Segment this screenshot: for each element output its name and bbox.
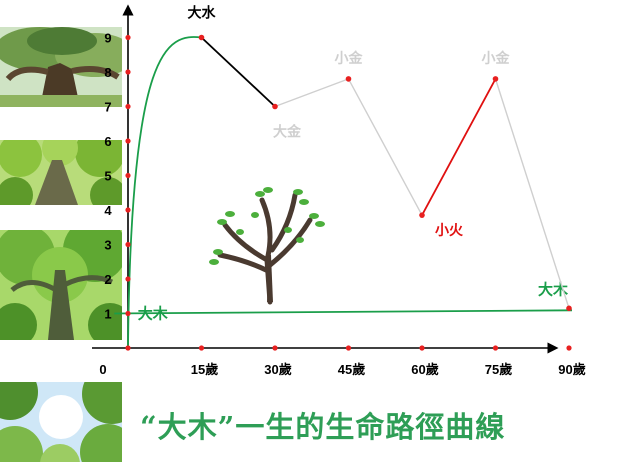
- x-axis-dot: [419, 345, 425, 351]
- life-path-segment: [127, 36, 202, 349]
- x-tick-label: 90歲: [558, 362, 585, 377]
- y-tick-label: 4: [104, 203, 112, 218]
- life-path-line: [127, 36, 570, 349]
- point-label: 小金: [335, 50, 364, 67]
- y-axis-dot: [125, 172, 131, 179]
- y-axis-dot: [125, 138, 131, 144]
- point-label: 小火: [435, 223, 464, 239]
- x-tick-labels: 15歲 30歲 45歲 60歲 75歲 90歲: [191, 362, 586, 377]
- life-path-points: [198, 34, 572, 312]
- x-axis-dot: [566, 345, 572, 351]
- y-axis-dot: [125, 207, 131, 213]
- x-axis-dot: [345, 345, 352, 351]
- x-axis-dot: [198, 345, 205, 351]
- x-tick-label: 60歲: [411, 362, 438, 377]
- life-path-point: [566, 305, 572, 312]
- life-path-segment: [421, 78, 497, 216]
- tree-photo-4: [0, 382, 122, 462]
- life-path-segment: [274, 78, 349, 108]
- life-path-segment: [347, 78, 423, 216]
- life-path-point: [419, 212, 425, 218]
- origin-dot: [125, 345, 131, 351]
- y-axis-dot: [125, 103, 131, 110]
- y-tick-label: 6: [104, 134, 111, 149]
- x-axis-dot: [492, 345, 499, 351]
- point-label: 小金: [482, 50, 511, 67]
- y-tick-label: 2: [104, 272, 111, 287]
- y-tick-labels: 1 2 3 4 5 6 7 8 9: [104, 31, 112, 322]
- y-axis-dot: [125, 310, 131, 317]
- life-path-segment: [200, 36, 276, 108]
- y-tick-label: 9: [104, 31, 111, 46]
- life-path-point: [492, 76, 499, 82]
- tree-photo-2: [0, 140, 122, 205]
- y-tick-label: 5: [104, 169, 111, 184]
- y-tick-label: 7: [104, 100, 111, 115]
- life-path-segment: [494, 78, 570, 309]
- tree-photo-3: [0, 230, 122, 340]
- life-path-point: [345, 76, 352, 82]
- life-path-point: [198, 34, 205, 41]
- point-label: 大水: [188, 5, 217, 22]
- y-axis-dot: [125, 276, 131, 282]
- chart-caption: “大木”一生的生命路徑曲線: [140, 410, 506, 444]
- y-tick-label: 8: [104, 65, 111, 80]
- baseline: 大木 大木: [114, 280, 573, 323]
- x-tick-label: 15歲: [191, 362, 218, 377]
- life-path-point: [272, 103, 278, 110]
- baseline-label: 大木: [138, 305, 169, 323]
- y-tick-label: 1: [104, 307, 111, 322]
- x-axis-dot: [272, 345, 278, 351]
- y-axis-dot: [125, 241, 131, 248]
- y-axis-dot: [125, 34, 131, 41]
- tree-photo-1: [0, 27, 122, 107]
- tree-illustration-icon: [209, 187, 325, 305]
- axes: [92, 4, 559, 354]
- x-tick-label: 45歲: [338, 362, 365, 377]
- point-label: 大金: [273, 124, 302, 141]
- y-tick-label: 3: [104, 238, 111, 253]
- x-tick-label: 30歲: [264, 362, 291, 377]
- y-axis-dot: [125, 69, 131, 75]
- x-tick-label: 75歲: [485, 362, 512, 377]
- origin-label: 0: [99, 362, 106, 377]
- baseline-line: [114, 309, 573, 315]
- axis-dots: [125, 34, 572, 351]
